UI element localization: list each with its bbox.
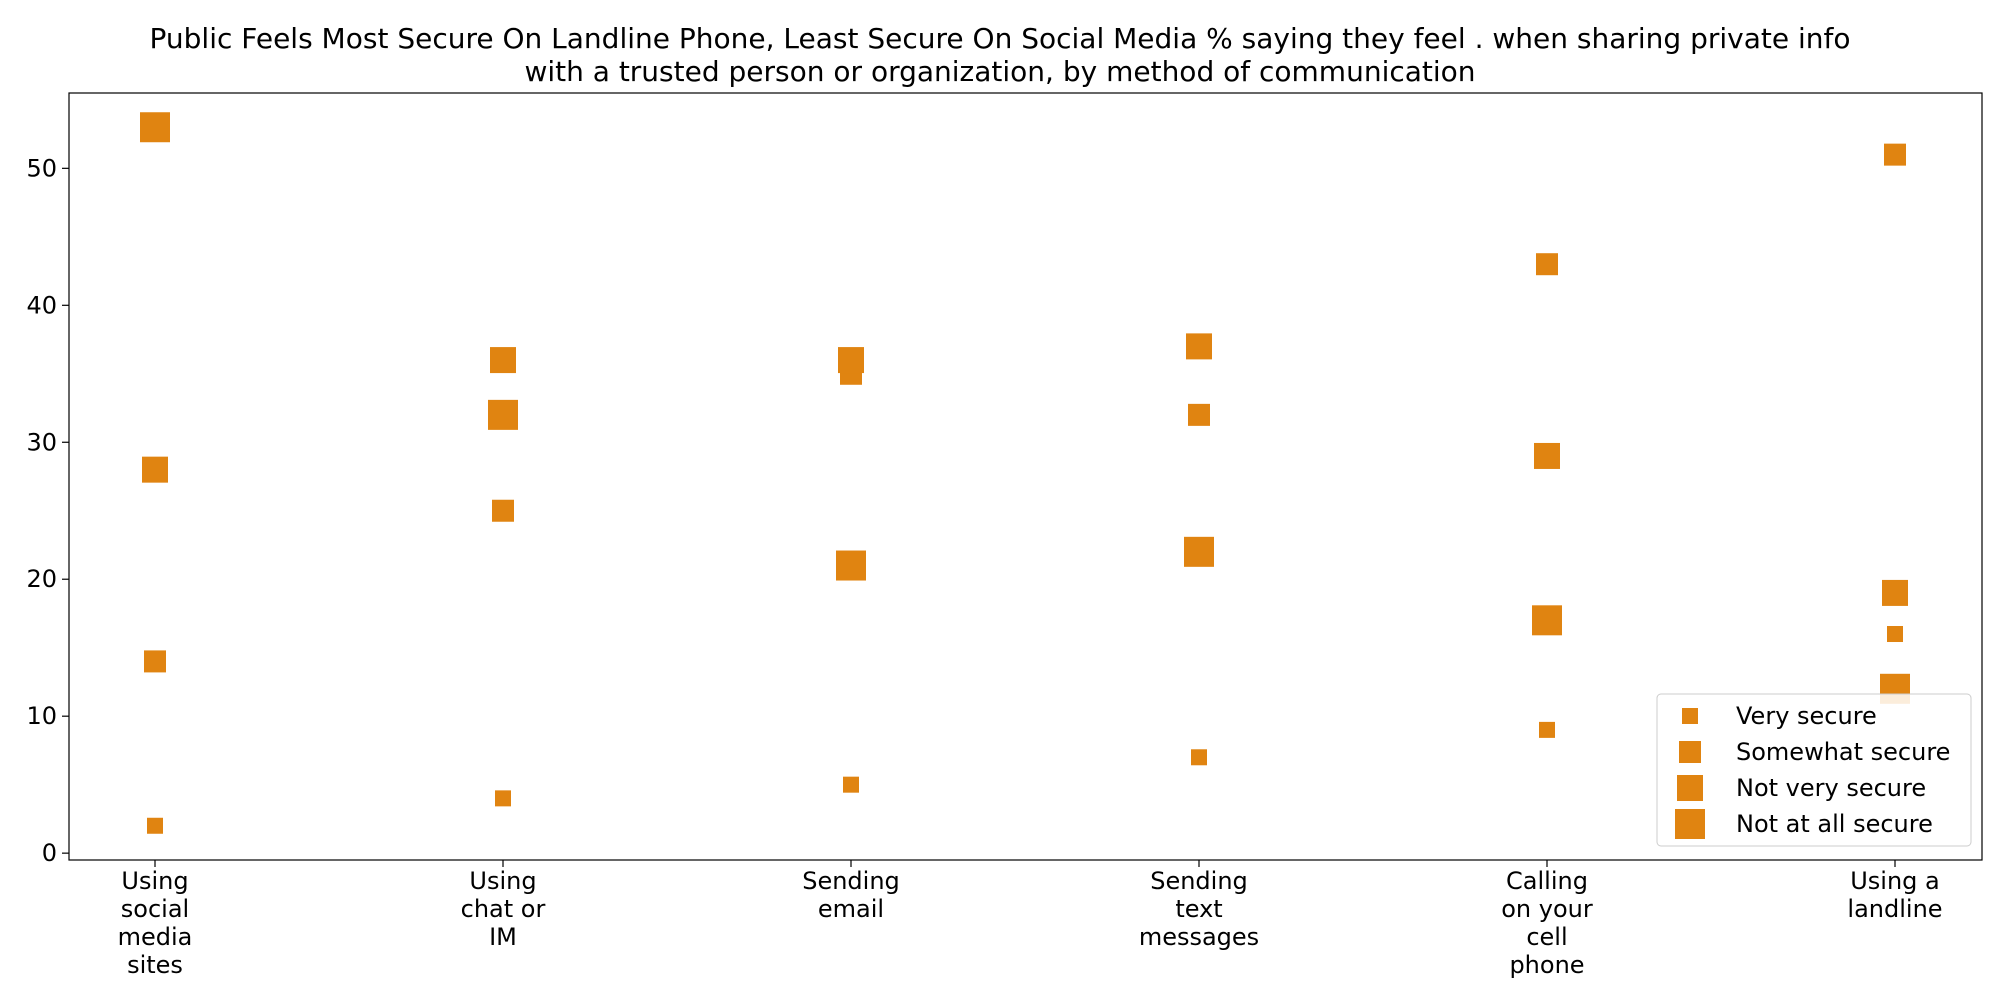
- marker-very-secure-4: [1539, 721, 1555, 738]
- x-tick-label: Using a landline: [1847, 867, 1942, 923]
- marker-not-at-all-secure-4: [1532, 605, 1562, 636]
- legend-marker: [1682, 708, 1698, 724]
- marker-very-secure-5: [1887, 626, 1903, 643]
- chart-title: Public Feels Most Secure On Landline Pho…: [149, 22, 1851, 88]
- legend-label: Not very secure: [1736, 774, 1926, 802]
- marker-not-very-secure-0: [142, 456, 168, 483]
- x-tick-label: Using social media sites: [118, 867, 193, 979]
- marker-somewhat-secure-4: [1536, 253, 1558, 276]
- marker-not-at-all-secure-2: [836, 550, 866, 581]
- marker-very-secure-0: [147, 817, 163, 834]
- x-tick-label: Sending text messages: [1139, 867, 1259, 951]
- legend-marker: [1679, 741, 1701, 763]
- legend: Very secure Somewhat secure Not very secur…: [1656, 693, 1972, 847]
- x-tick-label: Using chat or IM: [461, 867, 546, 951]
- marker-somewhat-secure-5: [1884, 143, 1906, 166]
- legend-label: Very secure: [1736, 702, 1877, 730]
- y-tick-label: 10: [26, 702, 57, 730]
- marker-not-at-all-secure-1: [488, 399, 518, 430]
- marker-somewhat-secure-3: [1188, 403, 1210, 426]
- marker-not-very-secure-5: [1882, 579, 1908, 606]
- y-tick-label: 30: [26, 428, 57, 456]
- marker-very-secure-2: [843, 776, 859, 793]
- y-tick-label: 20: [26, 565, 57, 593]
- marker-somewhat-secure-1: [492, 499, 514, 522]
- legend-marker: [1675, 809, 1705, 839]
- marker-not-at-all-secure-0: [140, 112, 170, 143]
- plot-area-frame: [68, 92, 1983, 861]
- plot-marks: [140, 112, 1910, 834]
- x-tick-label: Sending email: [802, 867, 900, 923]
- marker-somewhat-secure-0: [144, 650, 166, 673]
- marker-not-very-secure-4: [1534, 442, 1560, 469]
- marker-not-very-secure-2: [838, 347, 864, 374]
- marker-not-very-secure-1: [490, 347, 516, 374]
- marker-not-at-all-secure-3: [1184, 536, 1214, 567]
- legend-label: Not at all secure: [1736, 810, 1933, 838]
- legend-frame: [1656, 693, 1972, 847]
- y-axis: 0 10 20 30 40 50: [26, 154, 69, 867]
- marker-not-very-secure-3: [1186, 333, 1212, 360]
- y-tick-label: 0: [42, 839, 57, 867]
- y-tick-label: 40: [26, 291, 57, 319]
- marker-very-secure-3: [1191, 749, 1207, 766]
- legend-marker: [1677, 775, 1703, 801]
- x-axis: Using social media sites Using chat or IM Sendi…: [118, 860, 1943, 979]
- legend-label: Somewhat secure: [1736, 738, 1950, 766]
- x-tick-label: Calling on your cell phone: [1501, 867, 1593, 979]
- marker-very-secure-1: [495, 790, 511, 807]
- y-tick-label: 50: [26, 154, 57, 182]
